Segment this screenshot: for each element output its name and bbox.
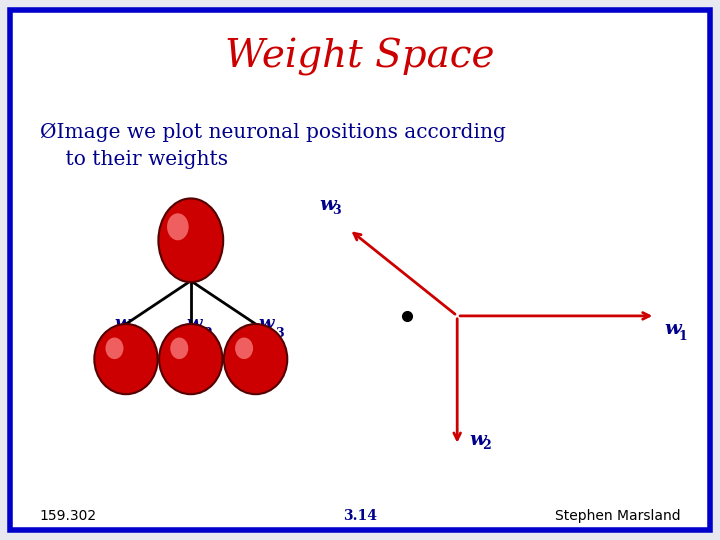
Ellipse shape	[158, 198, 223, 282]
Ellipse shape	[105, 338, 124, 359]
Text: 2: 2	[482, 439, 491, 452]
Text: w: w	[186, 315, 202, 333]
Text: 159.302: 159.302	[40, 509, 96, 523]
Ellipse shape	[224, 324, 287, 394]
Ellipse shape	[94, 324, 158, 394]
Text: Weight Space: Weight Space	[225, 38, 495, 76]
Text: 3.14: 3.14	[343, 509, 377, 523]
Text: 3: 3	[332, 204, 341, 217]
Text: 2: 2	[203, 327, 212, 340]
Text: 1: 1	[131, 327, 140, 340]
Text: w: w	[114, 315, 130, 333]
Text: w: w	[665, 320, 682, 339]
Text: ØImage we plot neuronal positions according: ØImage we plot neuronal positions accord…	[40, 123, 505, 142]
Text: w: w	[258, 315, 274, 333]
Text: Stephen Marsland: Stephen Marsland	[555, 509, 680, 523]
Ellipse shape	[235, 338, 253, 359]
FancyBboxPatch shape	[10, 10, 710, 530]
Ellipse shape	[171, 338, 189, 359]
Text: to their weights: to their weights	[40, 150, 228, 169]
Ellipse shape	[167, 213, 189, 240]
Text: w: w	[319, 196, 336, 214]
Text: 1: 1	[678, 330, 687, 343]
Text: w: w	[469, 431, 486, 449]
Text: 3: 3	[275, 327, 284, 340]
Ellipse shape	[159, 324, 222, 394]
